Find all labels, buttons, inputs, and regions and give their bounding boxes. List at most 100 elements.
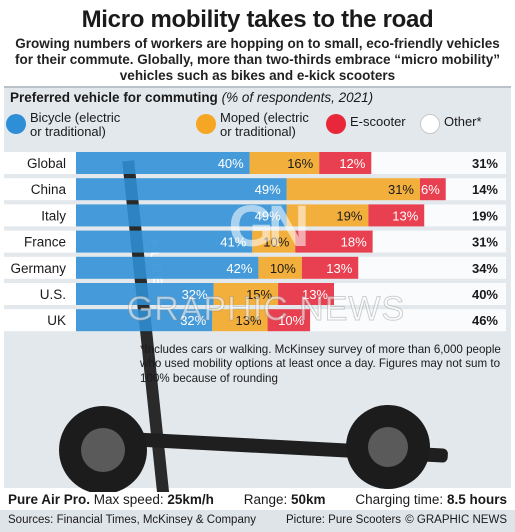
value-label-france-other: 31% [472, 235, 498, 250]
spec-charge-value: 8.5 hours [446, 492, 507, 507]
value-label-china-escooter: 6% [421, 182, 440, 197]
footer-bar: Sources: Financial Times, McKinsey & Com… [0, 510, 515, 532]
bar-u-s-other [334, 283, 506, 305]
value-label-u-s-moped: 15% [246, 287, 272, 302]
value-label-china-bicycle: 49% [255, 182, 281, 197]
bars-group: Global 40% 16% 12% 31% China 49% 31% 6% 14% Italy 4… [4, 152, 506, 332]
value-label-germany-other: 34% [472, 261, 498, 276]
value-label-italy-other: 19% [472, 208, 498, 223]
bar-global-moped [249, 152, 320, 174]
category-cell-germany [4, 256, 76, 279]
category-cell-u-s [4, 283, 76, 305]
scooter-rear-hub [368, 427, 408, 467]
category-cell-global [4, 152, 76, 174]
value-label-germany-moped: 10% [270, 261, 296, 276]
footer-sources: Sources: Financial Times, McKinsey & Com… [8, 514, 256, 526]
value-label-global-escooter: 12% [339, 156, 365, 171]
category-label-germany: Germany [10, 261, 66, 276]
legend-item-bicycle: Bicycle (electric or traditional) [6, 111, 120, 139]
bar-china-moped [286, 178, 420, 201]
bar-uk-bicycle [76, 309, 213, 332]
bar-u-s-bicycle [76, 283, 214, 305]
category-label-u-s: U.S. [40, 287, 66, 302]
spec-range: Range: 50km [244, 492, 326, 510]
value-label-uk-bicycle: 32% [180, 313, 206, 328]
bar-china-bicycle [76, 178, 287, 201]
bar-china-other [445, 178, 506, 201]
spec-model: Pure Air Pro. [8, 492, 91, 507]
bar-uk-moped [212, 309, 268, 332]
chart-heading-main: Preferred vehicle for commuting [10, 90, 218, 105]
scooter-front-hub [81, 428, 125, 472]
value-label-uk-other: 46% [472, 313, 498, 328]
bar-uk-escooter [267, 309, 311, 332]
legend-swatch-escooter [326, 114, 346, 134]
value-label-global-other: 31% [472, 156, 498, 171]
value-label-global-moped: 16% [287, 156, 313, 171]
bar-global-bicycle [76, 152, 250, 174]
footer-credit: © GRAPHIC NEWS [405, 514, 507, 526]
spec-speed-label: Max speed: [93, 492, 164, 507]
bar-france-bicycle [76, 230, 253, 253]
legend-label-escooter: E-scooter [350, 114, 406, 129]
spec-charge-label: Charging time: [355, 492, 444, 507]
category-label-france: France [24, 235, 66, 250]
category-cell-italy [4, 204, 76, 227]
value-label-france-moped: 10% [263, 235, 289, 250]
footer-picture: Picture: Pure Scooters [286, 514, 402, 526]
page-subtitle: Growing numbers of workers are hopping o… [14, 36, 501, 83]
spec-speed: Pure Air Pro. Max speed: 25km/h [8, 492, 214, 510]
bar-germany-bicycle [76, 256, 259, 279]
spec-range-value: 50km [291, 492, 326, 507]
legend-label-bicycle: Bicycle (electric or traditional) [30, 110, 121, 139]
value-label-italy-escooter: 13% [392, 208, 418, 223]
category-label-china: China [31, 182, 67, 197]
value-label-germany-bicycle: 42% [226, 261, 252, 276]
category-cell-uk [4, 309, 76, 332]
bar-italy-bicycle [76, 204, 287, 227]
chart-heading: Preferred vehicle for commuting (% of re… [10, 90, 373, 105]
legend-swatch-bicycle [6, 114, 26, 134]
bar-china-escooter [420, 178, 446, 201]
bar-u-s-escooter [278, 283, 334, 305]
page-title: Micro mobility takes to the road [81, 6, 434, 33]
value-label-germany-escooter: 13% [326, 261, 352, 276]
value-label-global-bicycle: 40% [218, 156, 244, 171]
value-label-uk-moped: 13% [236, 313, 262, 328]
category-cell-china [4, 178, 76, 201]
bar-germany-moped [258, 256, 302, 279]
category-label-global: Global [27, 156, 66, 171]
value-label-france-bicycle: 41% [220, 235, 246, 250]
value-label-italy-bicycle: 49% [255, 208, 281, 223]
bar-global-escooter [319, 152, 372, 174]
value-label-italy-moped: 19% [336, 208, 362, 223]
spec-speed-value: 25km/h [167, 492, 214, 507]
chart-footnote: *Includes cars or walking. McKinsey surv… [140, 343, 501, 385]
legend-label-other: Other* [444, 114, 482, 129]
bar-italy-other [424, 204, 506, 227]
chart-legend: Bicycle (electric or traditional) Moped … [0, 111, 515, 145]
bar-uk-other [310, 309, 506, 332]
value-label-u-s-other: 40% [472, 287, 498, 302]
bar-italy-escooter [368, 204, 425, 227]
bar-germany-escooter [301, 256, 359, 279]
bar-france-other [372, 230, 506, 253]
value-label-china-other: 14% [472, 182, 498, 197]
value-label-uk-escooter: 10% [278, 313, 304, 328]
legend-swatch-moped [196, 114, 216, 134]
value-label-china-moped: 31% [388, 182, 414, 197]
bar-france-moped [252, 230, 296, 253]
bar-germany-other [358, 256, 506, 279]
bar-global-other [371, 152, 506, 174]
legend-item-other: Other* [420, 111, 482, 134]
chart-heading-unit: (% of respondents, 2021) [221, 90, 374, 105]
legend-swatch-other [420, 114, 440, 134]
bar-u-s-moped [213, 283, 279, 305]
value-label-u-s-escooter: 13% [302, 287, 328, 302]
category-label-uk: UK [47, 313, 66, 328]
category-label-italy: Italy [41, 208, 66, 223]
spec-charge: Charging time: 8.5 hours [355, 492, 507, 510]
scooter-specs: Pure Air Pro. Max speed: 25km/h Range: 5… [8, 492, 507, 510]
legend-label-moped: Moped (electric or traditional) [220, 110, 309, 139]
bar-italy-moped [286, 204, 369, 227]
